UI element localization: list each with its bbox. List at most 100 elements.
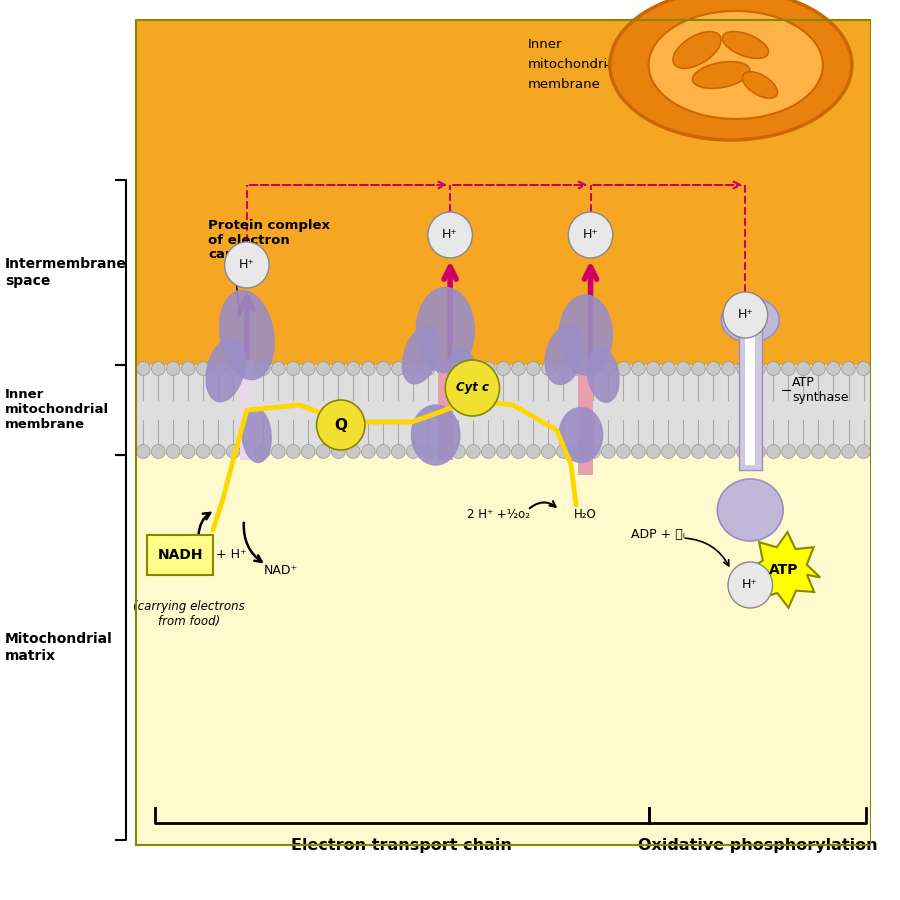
Circle shape [362, 362, 375, 375]
Circle shape [706, 445, 720, 458]
Circle shape [842, 445, 855, 458]
Circle shape [466, 445, 481, 458]
Text: H⁺: H⁺ [737, 309, 753, 321]
Text: NADH: NADH [158, 548, 202, 562]
Circle shape [647, 445, 661, 458]
Circle shape [286, 445, 300, 458]
Circle shape [317, 445, 330, 458]
Circle shape [723, 292, 768, 338]
Circle shape [572, 445, 585, 458]
Circle shape [677, 445, 690, 458]
Circle shape [827, 362, 841, 375]
Circle shape [212, 362, 225, 375]
Circle shape [137, 362, 150, 375]
Text: membrane: membrane [527, 78, 600, 92]
Ellipse shape [717, 479, 783, 541]
Circle shape [722, 362, 735, 375]
Circle shape [728, 562, 772, 608]
Text: Q: Q [334, 418, 347, 433]
Ellipse shape [545, 326, 584, 384]
Circle shape [362, 445, 375, 458]
Circle shape [587, 362, 600, 375]
Circle shape [151, 445, 165, 458]
Circle shape [272, 362, 285, 375]
FancyBboxPatch shape [739, 320, 762, 470]
Ellipse shape [449, 348, 481, 401]
Circle shape [302, 445, 315, 458]
Circle shape [782, 445, 796, 458]
Circle shape [407, 362, 420, 375]
Circle shape [452, 362, 465, 375]
Circle shape [392, 445, 405, 458]
Text: H⁺: H⁺ [742, 579, 758, 591]
Circle shape [331, 445, 345, 458]
Circle shape [151, 362, 165, 375]
Circle shape [392, 362, 405, 375]
Circle shape [556, 362, 571, 375]
Circle shape [436, 362, 450, 375]
Circle shape [737, 362, 751, 375]
Circle shape [482, 362, 495, 375]
Ellipse shape [559, 408, 603, 463]
Circle shape [256, 445, 270, 458]
Circle shape [647, 362, 661, 375]
Ellipse shape [649, 11, 823, 119]
Circle shape [812, 362, 825, 375]
Circle shape [166, 445, 180, 458]
Text: Electron transport chain: Electron transport chain [292, 838, 512, 853]
Circle shape [227, 362, 240, 375]
Text: Inner
mitochondrial
membrane: Inner mitochondrial membrane [4, 389, 109, 431]
Circle shape [317, 362, 330, 375]
Ellipse shape [417, 287, 474, 373]
Circle shape [616, 445, 630, 458]
Circle shape [182, 445, 195, 458]
Circle shape [196, 362, 210, 375]
Circle shape [407, 445, 420, 458]
FancyBboxPatch shape [745, 325, 755, 465]
Circle shape [137, 445, 150, 458]
Text: 2 H⁺ +½o₂: 2 H⁺ +½o₂ [467, 508, 530, 521]
Text: Protein complex
of electron
carriers: Protein complex of electron carriers [208, 219, 330, 262]
Circle shape [482, 445, 495, 458]
Circle shape [706, 362, 720, 375]
Text: + H⁺: + H⁺ [216, 548, 247, 562]
Circle shape [256, 362, 270, 375]
Text: H⁺: H⁺ [582, 229, 599, 241]
Circle shape [272, 445, 285, 458]
Circle shape [827, 445, 841, 458]
Circle shape [302, 362, 315, 375]
Circle shape [737, 445, 751, 458]
Text: NAD⁺: NAD⁺ [264, 563, 297, 577]
Text: Mitochondrial
matrix: Mitochondrial matrix [4, 633, 112, 662]
Circle shape [241, 445, 255, 458]
Circle shape [796, 362, 810, 375]
Circle shape [662, 362, 675, 375]
Circle shape [376, 445, 390, 458]
Circle shape [497, 362, 510, 375]
Ellipse shape [723, 32, 769, 58]
Text: (carrying electrons
from food): (carrying electrons from food) [133, 600, 245, 628]
Text: H⁺: H⁺ [238, 258, 255, 272]
Circle shape [511, 445, 526, 458]
Ellipse shape [402, 326, 440, 383]
Text: Oxidative phosphorylation: Oxidative phosphorylation [638, 838, 878, 853]
Circle shape [212, 445, 225, 458]
Circle shape [241, 362, 255, 375]
Circle shape [568, 212, 613, 258]
Circle shape [767, 445, 780, 458]
Circle shape [452, 445, 465, 458]
Circle shape [376, 362, 390, 375]
Circle shape [182, 362, 195, 375]
FancyBboxPatch shape [136, 365, 871, 455]
FancyBboxPatch shape [240, 360, 254, 460]
Circle shape [227, 445, 240, 458]
Circle shape [428, 212, 473, 258]
Circle shape [587, 445, 600, 458]
Ellipse shape [242, 408, 271, 463]
Ellipse shape [721, 298, 779, 343]
Circle shape [692, 445, 706, 458]
Circle shape [421, 362, 435, 375]
Circle shape [166, 362, 180, 375]
Circle shape [286, 362, 300, 375]
Circle shape [196, 445, 210, 458]
